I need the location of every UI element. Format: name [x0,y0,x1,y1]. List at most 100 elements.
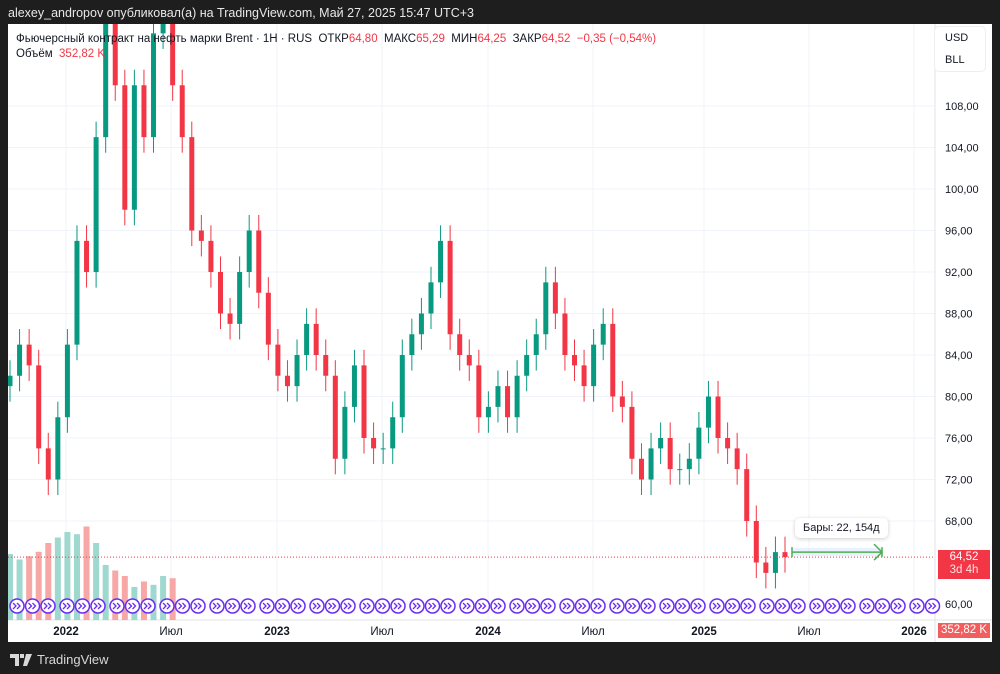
event-marker-icon[interactable] [674,598,691,614]
candle-body [552,282,558,314]
high-value: 65,29 [416,33,445,45]
event-marker-icon[interactable] [909,598,925,614]
event-marker-icon[interactable] [509,598,525,614]
candle-body [265,292,271,345]
event-marker-icon[interactable] [124,598,141,614]
event-marker-icon[interactable] [274,598,291,614]
volume-bar [16,559,23,620]
event-marker-icon[interactable] [59,598,75,614]
event-marker-icon[interactable] [459,598,475,614]
event-marker-icon[interactable] [490,598,506,614]
event-marker-icon[interactable] [290,598,306,614]
x-tick-label: 2022 [53,626,79,638]
event-marker-icon[interactable] [240,598,256,614]
x-tick-label: Июл [370,626,393,638]
event-marker-icon[interactable] [159,598,175,614]
volume-bar [64,532,71,620]
event-marker-icon[interactable] [9,598,25,614]
volume-bar [93,543,100,620]
y-tick-label: 100,00 [945,184,979,196]
candle-body [562,313,568,355]
event-marker-icon[interactable] [74,598,91,614]
candle-body [505,386,511,418]
event-marker-icon[interactable] [309,598,325,614]
event-marker-icon[interactable] [574,598,591,614]
y-tick-label: 72,00 [945,475,973,487]
candle-body [524,355,530,376]
candle-body [26,344,32,366]
event-marker-icon[interactable] [209,598,225,614]
event-marker-icon[interactable] [190,598,206,614]
event-marker-icon[interactable] [24,598,41,614]
candle-body [734,448,740,470]
event-marker-icon[interactable] [424,598,441,614]
event-marker-icon[interactable] [824,598,841,614]
tradingview-logo: TradingView [10,652,109,667]
event-marker-icon[interactable] [624,598,641,614]
event-marker-icon[interactable] [890,598,906,614]
event-marker-icon[interactable] [790,598,806,614]
volume-bar [8,554,13,620]
event-marker-icon[interactable] [440,598,456,614]
event-marker-icon[interactable] [759,598,775,614]
measure-tooltip: Бары: 22, 154д [795,518,888,538]
event-marker-icon[interactable] [559,598,575,614]
event-marker-icon[interactable] [724,598,741,614]
volume-bar [45,543,52,620]
candle-body [658,438,664,449]
candle-body [409,334,415,355]
candle-body [399,355,405,418]
y-tick-label: 92,00 [945,267,973,279]
event-marker-icon[interactable] [690,598,706,614]
event-marker-icon[interactable] [109,598,125,614]
event-marker-icon[interactable] [774,598,791,614]
y-tick-label: 76,00 [945,433,973,445]
price-chart[interactable]: 108,00 104,00 100,00 96,00 92,00 88,00 84,00 80… [8,24,992,642]
event-marker-icon[interactable] [874,598,891,614]
event-marker-icon[interactable] [409,598,425,614]
event-marker-icon[interactable] [709,598,725,614]
event-marker-icon[interactable] [259,598,275,614]
event-marker-icon[interactable] [859,598,875,614]
symbol-title: Фьючерсный контракт на нефть марки Brent… [16,33,313,45]
event-marker-icon[interactable] [540,598,556,614]
candle-body [686,458,692,470]
candle-body [457,334,463,355]
event-marker-icon[interactable] [374,598,391,614]
event-marker-icon[interactable] [474,598,491,614]
candle-body [170,24,176,86]
event-marker-icon[interactable] [809,598,825,614]
event-marker-icon[interactable] [174,598,191,614]
event-marker-icon[interactable] [659,598,675,614]
candle-body [122,85,128,210]
event-marker-icon[interactable] [924,598,941,614]
event-marker-icon[interactable] [840,598,856,614]
event-marker-icon[interactable] [590,598,606,614]
event-marker-icon[interactable] [390,598,406,614]
event-marker-icon[interactable] [609,598,625,614]
open-value: 64,80 [348,33,378,45]
candle-body [572,355,578,366]
candle-body [64,344,70,418]
currency-unit-button[interactable]: USD BLL [934,26,986,72]
event-marker-icon[interactable] [524,598,541,614]
event-marker-icon[interactable] [224,598,241,614]
candle-body [648,448,654,480]
event-marker-icon[interactable] [140,598,156,614]
symbol-legend: Фьючерсный контракт на нефть марки Brent… [16,32,656,62]
candle-body [753,521,759,563]
candle-body [380,448,386,450]
event-marker-icon[interactable] [359,598,375,614]
volume-bar [26,556,33,620]
event-marker-icon[interactable] [740,598,756,614]
candle-body [581,365,587,387]
chart-pane[interactable]: 108,00 104,00 100,00 96,00 92,00 88,00 84,00 80… [8,24,992,642]
event-marker-icon[interactable] [324,598,341,614]
event-marker-icon[interactable] [90,598,106,614]
event-marker-icon[interactable] [40,598,56,614]
y-tick-label: 104,00 [945,143,979,155]
event-marker-icon[interactable] [340,598,356,614]
candle-body [342,406,348,459]
candle-body [8,375,13,387]
event-marker-icon[interactable] [640,598,656,614]
